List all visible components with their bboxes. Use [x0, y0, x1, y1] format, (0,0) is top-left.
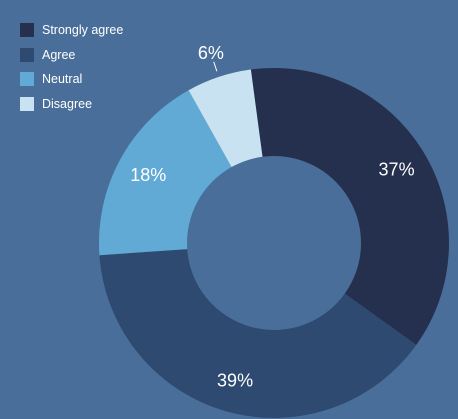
data-label-disagree: 6%: [198, 43, 224, 63]
legend-label-strongly-agree: Strongly agree: [42, 23, 124, 38]
data-labels: 37% 39% 18% 6%: [130, 43, 414, 390]
data-label-neutral: 18%: [130, 165, 166, 185]
slice-disagree: [188, 69, 263, 168]
leader-line-disagree: [213, 61, 218, 72]
legend-item-agree: Agree: [20, 43, 123, 68]
legend-item-strongly-agree: Strongly agree: [20, 18, 123, 43]
slices: [99, 68, 449, 418]
slice-neutral: [99, 90, 232, 256]
legend-swatch-disagree: [20, 96, 34, 111]
legend-label-agree: Agree: [42, 47, 76, 62]
data-label-strongly-agree: 37%: [379, 159, 415, 179]
slice-strongly-agree: [250, 68, 449, 345]
legend-swatch-neutral: [20, 72, 34, 87]
legend-item-neutral: Neutral: [20, 67, 123, 92]
data-label-agree: 39%: [217, 371, 253, 391]
legend-label-disagree: Disagree: [42, 96, 93, 111]
legend-swatch-strongly-agree: [20, 23, 34, 38]
legend-label-neutral: Neutral: [42, 72, 83, 87]
legend-item-disagree: Disagree: [20, 92, 123, 117]
slice-agree: [99, 249, 417, 418]
legend-swatch-agree: [20, 47, 34, 62]
legend: Strongly agree Agree Neutral Disagree: [20, 18, 123, 116]
